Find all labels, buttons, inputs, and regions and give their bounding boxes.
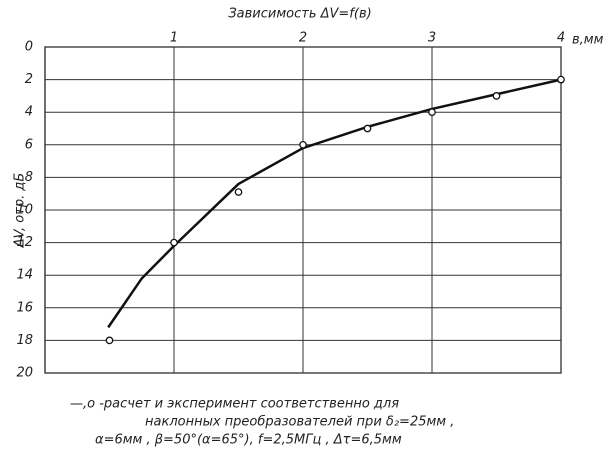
x-tick-label: 2 (299, 31, 307, 46)
y-tick-label: 18 (16, 333, 33, 348)
x-tick-label: 3 (428, 31, 436, 46)
y-tick-label: 10 (16, 203, 33, 218)
y-tick-label: 14 (16, 268, 33, 283)
data-point (428, 108, 436, 117)
y-tick-label: 8 (25, 170, 33, 185)
data-point (492, 92, 501, 100)
y-axis-label: ΔV, отр. дБ (13, 173, 28, 249)
y-tick-label: 16 (16, 300, 33, 315)
x-tick-label: 1 (170, 31, 178, 46)
data-point (557, 75, 565, 84)
legend-text: α=6мм , β=50°(α=65°), f=2,5МГц , Δτ=6,5м… (95, 433, 402, 448)
curve (107, 78, 562, 329)
x-axis-label: в,мм (572, 33, 604, 48)
data-point (105, 336, 114, 345)
data-point (299, 140, 307, 149)
data-point (363, 124, 372, 133)
legend-text: наклонных преобразователей при δ₂=25мм , (145, 415, 454, 430)
chart-title: Зависимость ΔV=f(в) (228, 7, 371, 22)
y-tick-label: 12 (16, 235, 33, 250)
data-point (170, 238, 178, 247)
x-tick-label: 4 (557, 31, 565, 46)
data-point (234, 188, 243, 196)
y-tick-label: 4 (25, 105, 33, 120)
y-tick-label: 2 (25, 72, 33, 87)
y-tick-label: 20 (16, 366, 33, 381)
y-tick-label: 0 (25, 40, 33, 55)
legend-text: —,о -расчет и эксперимент соответственно… (70, 397, 399, 412)
y-tick-label: 6 (25, 137, 33, 152)
